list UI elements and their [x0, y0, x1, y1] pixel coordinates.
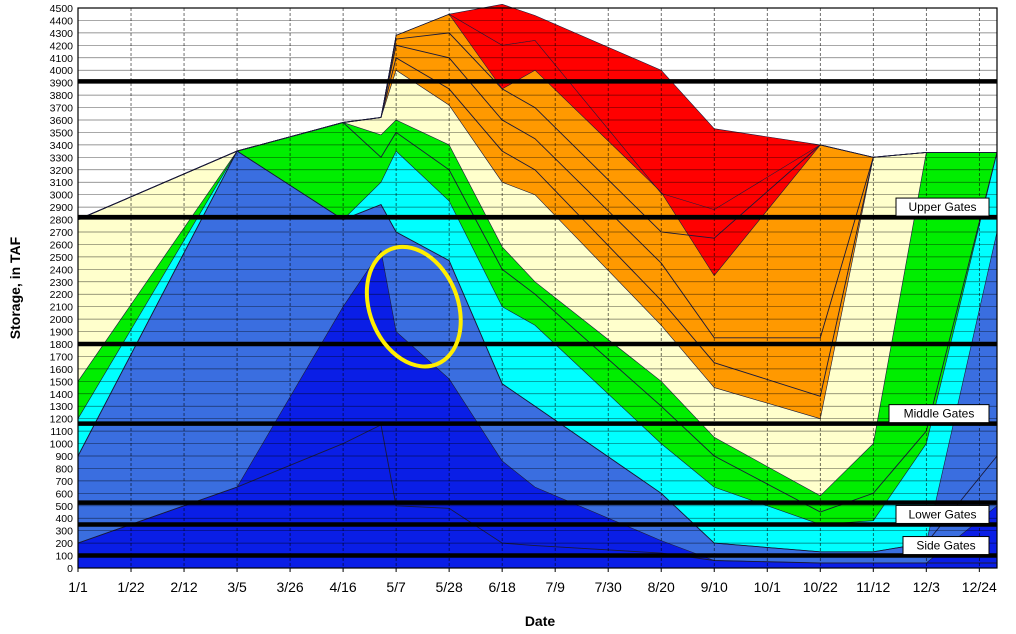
band-area-2 — [78, 151, 997, 563]
y-tick-label: 1500 — [50, 376, 74, 388]
band-edge-3 — [77, 150, 998, 525]
x-tick-label: 12/24 — [962, 579, 997, 595]
y-tick-label: 2800 — [50, 215, 74, 227]
x-tick-label: 7/30 — [595, 579, 622, 595]
gate-thresholds: Upper Gates Middle Gates Lower Gates Side G… — [78, 79, 997, 558]
x-tick-label: 3/26 — [276, 579, 303, 595]
y-tick-label: 2400 — [50, 264, 74, 276]
y-tick-label: 1800 — [50, 339, 74, 351]
y-tick-label: 4500 — [50, 3, 74, 15]
y-tick-label: 2900 — [50, 202, 74, 214]
band-area-4 — [78, 120, 997, 525]
y-tick-label: 700 — [55, 476, 73, 488]
y-tick-label: 100 — [55, 551, 73, 563]
x-tick-label: 10/22 — [803, 579, 838, 595]
y-tick-label: 600 — [55, 488, 73, 500]
y-tick-label: 3700 — [50, 103, 74, 115]
y-tick-label: 900 — [55, 451, 73, 463]
band-edge-8 — [77, 3, 997, 220]
gate-label: Middle Gates — [904, 407, 975, 421]
plot-frame — [77, 7, 998, 569]
x-tick-label: 4/16 — [329, 579, 356, 595]
y-tick-label: 3500 — [50, 127, 74, 139]
x-axis-title: Date — [525, 613, 556, 629]
x-tick-label: 11/12 — [856, 579, 890, 595]
band-area-6 — [78, 14, 997, 419]
gate-label: Side Gates — [916, 539, 975, 553]
highlight-ellipse — [364, 244, 463, 369]
y-tick-label: 4300 — [50, 28, 74, 40]
gate-label-box — [902, 536, 990, 556]
y-tick-label: 3300 — [50, 152, 74, 164]
y-tick-label: 1400 — [50, 389, 74, 401]
x-tick-label: 10/1 — [754, 579, 781, 595]
y-tick-label: 1200 — [50, 414, 74, 426]
x-tick-label: 1/22 — [117, 579, 144, 595]
band-area-5 — [78, 70, 997, 496]
y-tick-label: 2300 — [50, 277, 74, 289]
y-axis-title: Storage, in TAF — [7, 236, 23, 339]
x-tick-label: 1/1 — [68, 579, 88, 595]
gridlines — [77, 7, 997, 569]
y-tick-label: 1100 — [50, 426, 73, 438]
gate-label-box — [895, 197, 990, 217]
x-tick-label: 8/20 — [648, 579, 675, 595]
x-tick-label: 3/5 — [227, 579, 247, 595]
x-tick-label: 5/7 — [386, 579, 406, 595]
y-tick-label: 2500 — [50, 252, 74, 264]
gate-label-box — [895, 504, 990, 524]
band-edge-1 — [77, 249, 998, 564]
band-edge-4 — [77, 119, 997, 497]
y-tick-label: 1600 — [50, 364, 74, 376]
y-tick-label: 3900 — [50, 78, 74, 90]
y-tick-label: 1900 — [50, 327, 74, 339]
y-tick-label: 400 — [55, 513, 73, 525]
y-tick-label: 200 — [55, 538, 73, 550]
y-tick-label: 2100 — [50, 302, 74, 314]
gate-label-box — [888, 404, 990, 424]
band-area-1 — [78, 250, 997, 568]
x-axis-ticks: 1/1 1/22 2/12 3/5 3/26 4/16 5/7 5/28 6/18 7/9 7/30… — [68, 568, 997, 595]
y-tick-label: 1300 — [50, 401, 74, 413]
band-area-3 — [78, 151, 997, 552]
axes — [77, 7, 998, 569]
y-tick-label: 2200 — [50, 289, 74, 301]
y-tick-label: 3000 — [50, 190, 74, 202]
x-tick-label: 7/9 — [545, 579, 565, 595]
y-tick-label: 4000 — [50, 65, 74, 77]
y-tick-label: 3100 — [50, 177, 74, 189]
y-tick-label: 4200 — [50, 40, 74, 52]
x-tick-label: 6/18 — [489, 579, 516, 595]
y-tick-label: 3200 — [50, 165, 74, 177]
y-tick-label: 2700 — [50, 227, 74, 239]
y-axis-ticks: 0100200300400500600700800900100011001200… — [50, 3, 74, 575]
y-tick-label: 0 — [67, 563, 73, 575]
y-tick-label: 800 — [55, 463, 73, 475]
highlight-annotation — [364, 244, 463, 369]
y-tick-label: 500 — [55, 501, 73, 513]
y-tick-label: 3800 — [50, 90, 74, 102]
storage-bands — [78, 4, 997, 568]
y-tick-label: 1700 — [50, 351, 74, 363]
y-tick-label: 2600 — [50, 239, 74, 251]
x-tick-label: 9/10 — [701, 579, 728, 595]
gate-label: Lower Gates — [908, 507, 976, 521]
y-tick-label: 4400 — [50, 15, 74, 27]
x-tick-label: 5/28 — [436, 579, 463, 595]
y-tick-label: 3400 — [50, 140, 74, 152]
x-tick-label: 12/3 — [913, 579, 940, 595]
gate-label: Upper Gates — [908, 200, 976, 214]
y-tick-label: 1000 — [50, 439, 74, 451]
x-tick-label: 2/12 — [170, 579, 197, 595]
y-tick-label: 2000 — [50, 314, 74, 326]
y-tick-label: 300 — [55, 526, 73, 538]
y-tick-label: 4100 — [50, 53, 74, 65]
y-tick-label: 3600 — [50, 115, 74, 127]
